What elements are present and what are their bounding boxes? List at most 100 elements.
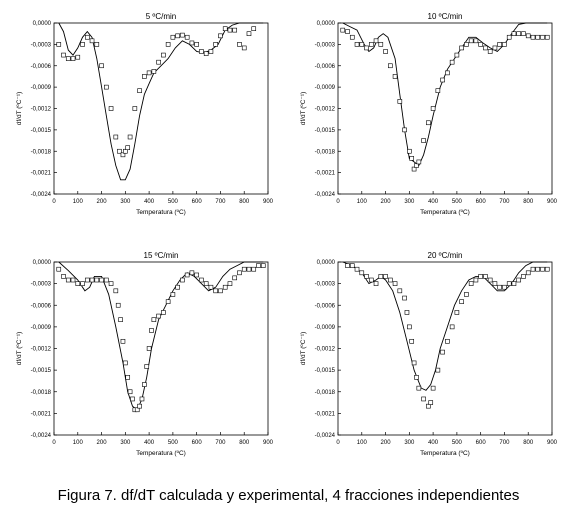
- y-tick-label: -0,0003: [31, 42, 52, 48]
- experimental-point: [530, 266, 536, 272]
- experimental-point: [227, 281, 233, 286]
- x-tick-label: 100: [357, 199, 368, 205]
- experimental-point: [428, 400, 434, 405]
- experimental-point: [161, 52, 166, 58]
- experimental-point: [388, 63, 393, 69]
- experimental-point: [397, 288, 403, 294]
- experimental-point: [175, 284, 180, 290]
- experimental-point: [61, 274, 66, 279]
- experimental-point: [430, 106, 436, 111]
- y-tick-label: -0,0024: [315, 433, 336, 439]
- experimental-point: [161, 310, 166, 315]
- experimental-point: [478, 42, 483, 47]
- experimental-point: [383, 274, 388, 279]
- experimental-point: [354, 42, 360, 47]
- x-tick-label: 500: [168, 440, 179, 446]
- y-tick-label: -0,0006: [31, 64, 52, 70]
- experimental-point: [61, 52, 66, 58]
- experimental-point: [497, 284, 502, 290]
- y-tick-label: -0,0015: [31, 128, 52, 134]
- experimental-point: [237, 42, 242, 47]
- experimental-point: [65, 277, 71, 283]
- experimental-point: [127, 134, 133, 140]
- experimental-point: [511, 281, 517, 286]
- experimental-point: [184, 272, 190, 278]
- experimental-point: [368, 277, 374, 283]
- experimental-point: [373, 281, 379, 286]
- experimental-point: [180, 277, 185, 283]
- experimental-point: [165, 299, 171, 304]
- experimental-point: [435, 88, 441, 93]
- experimental-point: [373, 38, 379, 44]
- y-tick-label: -0,0012: [315, 107, 336, 113]
- experimental-point: [180, 32, 185, 38]
- panel-title: 10 ºC/min: [428, 12, 463, 21]
- x-tick-label: 200: [97, 199, 108, 205]
- y-axis-label: df/dT (ºC⁻¹): [16, 92, 23, 126]
- experimental-point: [468, 281, 474, 286]
- experimental-point: [70, 56, 76, 61]
- experimental-point: [208, 49, 214, 54]
- experimental-point: [459, 299, 464, 304]
- x-tick-label: 0: [336, 440, 340, 446]
- experimental-point: [99, 63, 104, 69]
- y-tick-label: -0,0018: [31, 149, 52, 155]
- experimental-point: [407, 324, 412, 330]
- experimental-point: [222, 284, 228, 290]
- y-tick-label: -0,0024: [31, 433, 52, 439]
- experimental-point: [468, 38, 474, 44]
- experimental-point: [260, 263, 266, 268]
- experimental-point: [409, 338, 415, 344]
- experimental-point: [454, 310, 460, 315]
- experimental-point: [435, 367, 441, 373]
- experimental-point: [383, 49, 388, 54]
- plot-frame: [53, 22, 269, 195]
- y-tick-label: -0,0018: [31, 390, 52, 396]
- y-tick-label: -0,0018: [315, 149, 336, 155]
- experimental-point: [218, 33, 223, 39]
- experimental-point: [125, 145, 131, 150]
- y-tick-label: -0,0021: [31, 171, 52, 177]
- x-tick-label: 900: [547, 440, 558, 446]
- x-tick-label: 600: [192, 199, 203, 205]
- experimental-point: [502, 284, 507, 290]
- x-axis-label: Temperatura (ºC): [136, 209, 186, 216]
- experimental-point: [402, 295, 407, 301]
- experimental-point: [416, 159, 422, 165]
- y-tick-label: -0,0024: [31, 192, 52, 198]
- x-tick-label: 900: [547, 199, 558, 205]
- experimental-point: [378, 274, 384, 279]
- calculated-series-line: [58, 261, 264, 411]
- experimental-point: [241, 266, 247, 272]
- chart-panel-1: 0,0000 -0,0003 -0,0006 -0,0009 -0,0012 -0,001…: [16, 12, 274, 216]
- experimental-point: [142, 74, 147, 79]
- experimental-point: [184, 34, 190, 40]
- experimental-point: [426, 120, 431, 126]
- y-tick-label: -0,0009: [315, 85, 336, 91]
- x-tick-label: 600: [476, 199, 487, 205]
- experimental-point: [516, 31, 522, 36]
- experimental-point: [130, 396, 135, 402]
- y-tick-label: -0,0015: [315, 368, 336, 374]
- x-axis-label: Temperatura (ºC): [136, 450, 186, 457]
- panel-title: 5 ºC/min: [146, 12, 176, 21]
- x-tick-label: 800: [239, 440, 250, 446]
- x-tick-label: 700: [499, 440, 510, 446]
- x-tick-label: 600: [476, 440, 487, 446]
- experimental-point: [194, 272, 199, 278]
- experimental-point: [345, 263, 350, 268]
- x-tick-label: 300: [120, 199, 131, 205]
- experimental-point: [56, 266, 62, 272]
- experimental-point: [120, 152, 126, 158]
- x-tick-label: 100: [73, 440, 84, 446]
- experimental-point: [473, 38, 479, 44]
- x-tick-label: 100: [73, 199, 84, 205]
- experimental-point: [364, 45, 369, 51]
- x-tick-label: 100: [357, 440, 368, 446]
- y-tick-label: -0,0009: [31, 85, 52, 91]
- experimental-point: [189, 270, 195, 276]
- x-tick-label: 400: [428, 199, 439, 205]
- x-tick-label: 800: [523, 199, 534, 205]
- experimental-point: [246, 31, 252, 36]
- experimental-point: [506, 34, 512, 40]
